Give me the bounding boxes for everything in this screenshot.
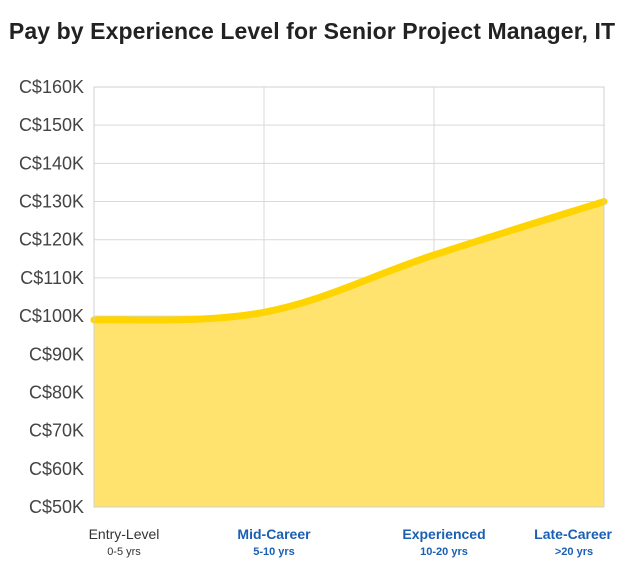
y-tick-label: C$150K	[19, 115, 84, 135]
y-tick-label: C$130K	[19, 192, 84, 212]
salary-line	[90, 198, 608, 324]
x-category-label: Mid-Career	[237, 526, 311, 542]
x-category-sublabel: 0-5 yrs	[107, 546, 141, 558]
x-category-label: Entry-Level	[89, 526, 160, 542]
data-point	[263, 311, 265, 313]
x-category-label: Late-Career	[534, 526, 612, 542]
y-tick-label: C$160K	[19, 77, 84, 97]
y-tick-label: C$50K	[29, 497, 84, 517]
x-category-label: Experienced	[402, 526, 485, 542]
data-point	[433, 254, 435, 256]
y-tick-label: C$110K	[20, 268, 84, 288]
y-tick-label: C$140K	[19, 153, 84, 173]
x-category-sublabel: 5-10 yrs	[253, 546, 295, 558]
x-category-sublabel: 10-20 yrs	[420, 546, 468, 558]
y-tick-label: C$80K	[29, 382, 84, 402]
plot-border	[93, 86, 605, 508]
salary-area	[94, 201, 604, 507]
y-tick-label: C$90K	[29, 344, 84, 364]
y-tick-label: C$60K	[29, 459, 84, 479]
y-tick-label: C$100K	[19, 306, 84, 326]
y-tick-label: C$70K	[29, 421, 84, 441]
x-category-sublabel: >20 yrs	[555, 546, 593, 558]
chart-title: Pay by Experience Level for Senior Proje…	[8, 18, 616, 44]
y-tick-label: C$120K	[19, 230, 84, 250]
